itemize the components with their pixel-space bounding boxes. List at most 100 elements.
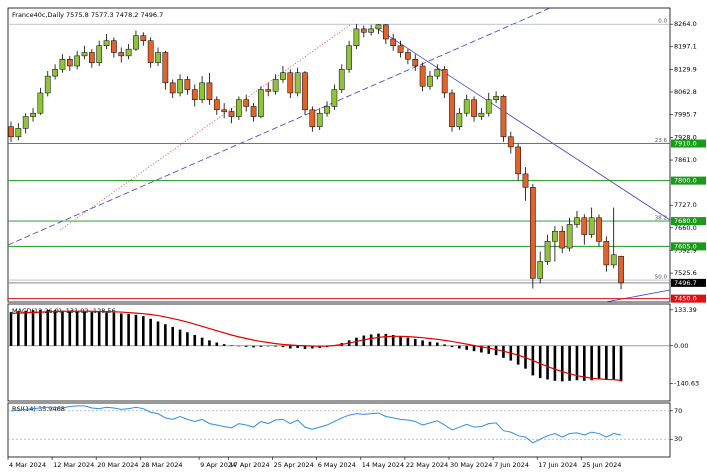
candle-body	[331, 89, 338, 107]
candle-body	[265, 89, 272, 92]
candle-body	[59, 58, 66, 70]
y-tick-label: 133.39	[674, 306, 697, 314]
trend-lines	[8, 8, 670, 302]
macd-bar	[399, 336, 402, 346]
macd-bar	[428, 341, 432, 346]
main-panel	[7, 7, 671, 303]
candle-body	[610, 254, 617, 266]
macd-bar	[230, 345, 233, 346]
macd-bar	[362, 335, 366, 346]
macd-bar	[377, 333, 380, 346]
macd-bar	[112, 312, 116, 346]
macd-bar	[119, 313, 123, 346]
candle-body	[280, 72, 286, 80]
candle-body	[346, 45, 352, 70]
y-tick-label: 7995.7	[674, 111, 697, 119]
macd-bar	[281, 345, 285, 348]
dotted-trend-line	[59, 24, 351, 231]
level-box	[671, 176, 706, 185]
candle-body	[316, 112, 323, 127]
macd-bar	[619, 345, 623, 382]
macd-panel	[7, 303, 671, 402]
candle-body	[118, 52, 125, 57]
y-tick-label: 8062.8	[674, 88, 697, 96]
candle-body	[250, 106, 257, 117]
candle-body	[338, 69, 345, 90]
macd-bar	[83, 311, 86, 346]
candle-body	[368, 28, 374, 33]
macd-bar	[193, 334, 197, 346]
x-tick-label: 25 Jun 2024	[582, 461, 621, 469]
candle-body	[243, 99, 250, 107]
y-tick-label: 8129.9	[674, 65, 697, 73]
candle-body	[427, 75, 433, 87]
candle-body	[81, 52, 88, 57]
candle-body	[228, 111, 235, 117]
macd-bar	[237, 345, 241, 347]
level-label: 7496.7	[674, 279, 697, 287]
candle-body	[456, 112, 463, 127]
candle-body	[419, 65, 426, 87]
macd-bar	[156, 321, 160, 346]
candle-body	[390, 38, 397, 47]
x-tick-label: 30 May 2024	[450, 461, 492, 469]
macd-bar	[53, 310, 57, 346]
down-trend-line	[374, 26, 670, 221]
rsi-panel	[7, 402, 671, 458]
candle-body	[125, 48, 132, 57]
macd-bar	[494, 345, 498, 356]
candle-body	[603, 241, 610, 266]
candle-body	[441, 69, 448, 94]
macd-bar	[252, 345, 255, 348]
fib-label: 23.6	[655, 138, 668, 144]
macd-bar	[384, 333, 388, 346]
macd-bar	[421, 340, 424, 346]
macd-bar	[612, 345, 615, 380]
macd-bar	[413, 339, 417, 346]
level-label: 7800.0	[674, 177, 697, 185]
candle-body	[155, 52, 161, 63]
x-tick-label: 14 May 2024	[362, 461, 404, 469]
macd-bar	[303, 345, 307, 349]
candle-body	[574, 217, 580, 225]
y-tick-label: 7660.0	[674, 224, 697, 232]
y-tick-label: 7525.6	[674, 269, 697, 277]
candle-body	[44, 75, 51, 94]
candle-body	[52, 69, 58, 77]
candle-body	[140, 35, 147, 41]
candle-body	[89, 52, 95, 63]
macd-bar	[149, 318, 152, 346]
level-label: 7910.0	[674, 140, 697, 148]
candle-body	[294, 72, 301, 94]
y-tick-label: 70	[674, 407, 682, 415]
candle-body	[37, 92, 44, 114]
candle-body	[213, 99, 220, 111]
macd-bar	[178, 329, 182, 346]
macd-bar	[458, 345, 461, 349]
chart-title: France40c,Daily 7575.8 7577.3 7478.2 749…	[12, 11, 163, 19]
candle-body	[287, 72, 294, 94]
macd-bar	[568, 345, 571, 381]
x-tick-label: 12 Mar 2024	[53, 461, 94, 469]
macd-bar	[75, 311, 79, 346]
macd-bar	[186, 332, 189, 346]
candle-body	[522, 173, 529, 188]
macd-bar	[502, 345, 505, 358]
candle-body	[236, 99, 242, 117]
candle-body	[258, 89, 264, 117]
y-tick-label: 8264.0	[674, 20, 697, 28]
macd-bar	[90, 312, 94, 346]
macd-bar	[215, 342, 219, 346]
macd-signal-line	[10, 310, 622, 381]
candle-body	[302, 72, 308, 111]
candle-body	[485, 99, 492, 114]
candle-body	[544, 241, 551, 262]
macd-bar	[142, 316, 145, 346]
macd-bar	[222, 344, 226, 346]
candle-body	[566, 224, 573, 249]
level-label: 7450.0	[674, 295, 697, 303]
x-tick-label: 6 May 2024	[318, 461, 356, 469]
macd-bar	[9, 312, 13, 346]
candle-body	[449, 92, 455, 127]
